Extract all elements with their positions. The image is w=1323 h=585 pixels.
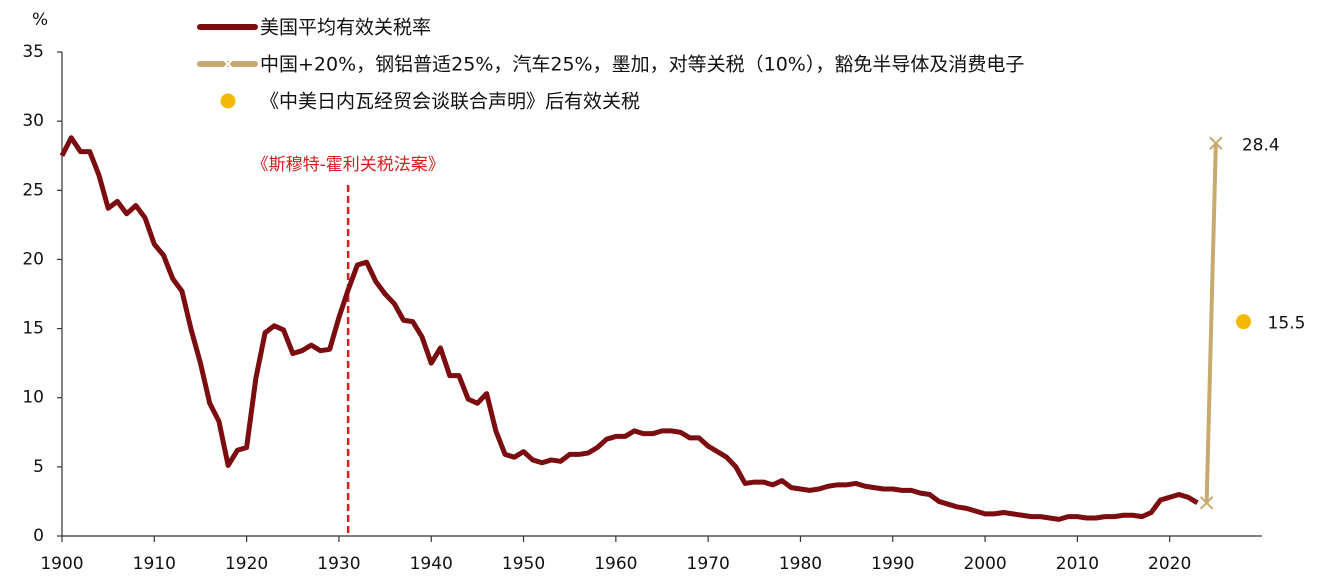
y-tick-label: 20 <box>22 249 44 269</box>
series-point <box>1236 314 1252 330</box>
y-tick-label: 5 <box>33 457 44 477</box>
x-tick-label: 1980 <box>779 554 822 574</box>
y-tick-label: 10 <box>22 388 44 408</box>
legend-marker <box>221 57 235 71</box>
x-tick-label: 2020 <box>1148 554 1191 574</box>
x-tick-label: 1930 <box>317 554 360 574</box>
x-tick-label: 1920 <box>225 554 268 574</box>
x-tick-label: 1960 <box>594 554 637 574</box>
legend-label: 美国平均有效关税率 <box>260 17 431 39</box>
y-tick-label: 25 <box>22 180 44 200</box>
y-tick-label: 35 <box>22 42 44 62</box>
annotation-text: 《斯穆特-霍利关税法案》 <box>252 155 445 175</box>
data-label: 28.4 <box>1242 135 1280 155</box>
legend-swatch <box>220 93 236 109</box>
y-tick-label: 0 <box>33 526 44 546</box>
y-tick-label: 15 <box>22 319 44 339</box>
series-line <box>59 135 1199 522</box>
series-line <box>1204 143 1218 503</box>
x-tick-label: 1970 <box>687 554 730 574</box>
legend-label: 中国+20%，钢铝普适25%，汽车25%，墨加，对等关税（10%），豁免半导体及… <box>260 54 1024 76</box>
legend-label: 《中美日内瓦经贸会谈联合声明》后有效关税 <box>260 91 640 113</box>
y-unit: % <box>32 10 48 30</box>
marker <box>1199 496 1214 510</box>
x-tick-label: 1990 <box>871 554 914 574</box>
x-tick-label: 1950 <box>502 554 545 574</box>
x-tick-label: 2010 <box>1056 554 1099 574</box>
x-tick-label: 1900 <box>40 554 83 574</box>
data-label: 15.5 <box>1268 314 1306 334</box>
x-tick-label: 1910 <box>133 554 176 574</box>
marker <box>1209 136 1223 150</box>
x-tick-label: 2000 <box>963 554 1006 574</box>
y-tick-label: 30 <box>22 111 44 131</box>
x-tick-label: 1940 <box>410 554 453 574</box>
